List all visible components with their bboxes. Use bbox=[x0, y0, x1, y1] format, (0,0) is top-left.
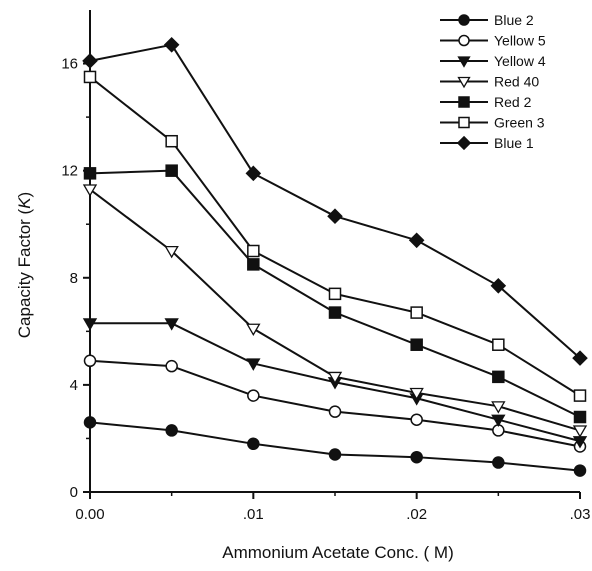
data-point-blue-2 bbox=[83, 416, 97, 429]
series-red-40 bbox=[82, 184, 588, 438]
legend-item-green-3: Green 3 bbox=[440, 115, 545, 131]
legend-item-blue-2: Blue 2 bbox=[440, 12, 534, 28]
legend-marker-green-3 bbox=[458, 116, 470, 129]
data-point-blue-2 bbox=[410, 450, 423, 464]
data-point-green-3 bbox=[492, 338, 505, 351]
series-line-blue-2 bbox=[89, 421, 581, 472]
data-point-blue-2 bbox=[165, 424, 178, 437]
data-point-blue-1 bbox=[490, 278, 507, 294]
y-tick-label: 0 bbox=[70, 484, 78, 501]
data-point-yellow-5 bbox=[247, 389, 260, 402]
data-point-red-2 bbox=[410, 338, 423, 351]
data-point-red-40 bbox=[82, 184, 98, 197]
series-green-3 bbox=[83, 70, 587, 402]
legend-marker-yellow-4 bbox=[457, 56, 471, 68]
axes: 0 4 8 12 16 0.00 .01 .02 .03 bbox=[61, 10, 590, 523]
data-point-blue-1 bbox=[408, 232, 425, 249]
data-point-red-40 bbox=[327, 371, 343, 385]
legend-label-green-3: Green 3 bbox=[494, 115, 545, 131]
legend-item-red-40: Red 40 bbox=[440, 74, 539, 90]
y-tick-label: 8 bbox=[70, 270, 78, 287]
data-point-blue-1 bbox=[245, 165, 262, 182]
data-point-yellow-5 bbox=[83, 354, 97, 368]
series-blue-2 bbox=[83, 416, 587, 477]
x-tick-label: .02 bbox=[406, 506, 427, 523]
x-tick-label: 0.00 bbox=[75, 506, 104, 523]
data-point-red-40 bbox=[246, 323, 261, 337]
y-axis-title-prefix: Capacity Factor ( bbox=[15, 208, 34, 338]
y-tick-label: 4 bbox=[70, 377, 78, 394]
data-point-green-3 bbox=[410, 306, 423, 319]
data-point-yellow-5 bbox=[410, 413, 423, 426]
data-point-red-40 bbox=[491, 401, 506, 414]
data-point-red-2 bbox=[492, 370, 505, 384]
y-axis-title: Capacity Factor (K) bbox=[15, 192, 34, 338]
legend-marker-blue-1 bbox=[456, 135, 472, 151]
legend-item-blue-1: Blue 1 bbox=[440, 135, 534, 151]
legend-item-red-2: Red 2 bbox=[440, 94, 532, 110]
series-yellow-5 bbox=[83, 354, 587, 453]
legend-label-blue-2: Blue 2 bbox=[494, 12, 534, 28]
series-layer bbox=[82, 37, 588, 477]
series-blue-1 bbox=[82, 37, 588, 366]
legend-marker-blue-2 bbox=[458, 14, 470, 26]
data-point-green-3 bbox=[83, 70, 97, 84]
data-point-yellow-5 bbox=[165, 359, 178, 373]
data-point-yellow-4 bbox=[164, 318, 179, 331]
legend: Blue 2 Yellow 5 Yellow 4 Red 40 Red 2 Green 3… bbox=[440, 12, 546, 151]
data-point-red-2 bbox=[328, 306, 342, 319]
data-point-blue-2 bbox=[247, 437, 260, 451]
data-point-red-40 bbox=[409, 387, 424, 401]
data-point-red-2 bbox=[573, 410, 587, 424]
x-tick-label: .03 bbox=[570, 506, 591, 523]
data-point-red-2 bbox=[165, 164, 178, 177]
data-point-blue-1 bbox=[572, 350, 588, 366]
data-point-green-3 bbox=[328, 287, 342, 301]
series-red-2 bbox=[83, 164, 587, 424]
legend-label-red-2: Red 2 bbox=[494, 94, 532, 110]
legend-label-yellow-4: Yellow 4 bbox=[494, 53, 546, 69]
legend-marker-red-2 bbox=[458, 96, 470, 108]
data-point-yellow-5 bbox=[328, 405, 342, 418]
data-point-yellow-4 bbox=[491, 414, 506, 428]
y-axis-title-symbol: K bbox=[15, 197, 34, 209]
y-axis-title-suffix: ) bbox=[15, 192, 34, 198]
data-point-blue-1 bbox=[82, 53, 98, 69]
data-point-blue-2 bbox=[492, 456, 505, 469]
data-point-yellow-4 bbox=[82, 318, 98, 331]
x-tick-label: .01 bbox=[243, 506, 264, 523]
legend-label-blue-1: Blue 1 bbox=[494, 135, 534, 151]
data-point-blue-1 bbox=[163, 37, 180, 53]
data-point-red-2 bbox=[83, 167, 97, 180]
y-tick-label: 12 bbox=[61, 163, 78, 180]
data-point-yellow-4 bbox=[246, 358, 261, 371]
legend-marker-yellow-5 bbox=[458, 34, 470, 47]
y-tick-label: 16 bbox=[61, 56, 78, 73]
data-point-green-3 bbox=[247, 244, 260, 258]
data-point-blue-2 bbox=[328, 448, 342, 461]
data-point-green-3 bbox=[573, 389, 587, 402]
legend-label-yellow-5: Yellow 5 bbox=[494, 33, 546, 49]
data-point-red-2 bbox=[247, 258, 260, 271]
legend-marker-red-40 bbox=[457, 76, 471, 89]
data-point-red-40 bbox=[164, 245, 179, 259]
legend-label-red-40: Red 40 bbox=[494, 74, 539, 90]
data-point-red-40 bbox=[572, 425, 588, 438]
data-point-blue-2 bbox=[573, 464, 587, 477]
legend-item-yellow-5: Yellow 5 bbox=[440, 33, 546, 49]
data-point-blue-1 bbox=[327, 208, 343, 224]
x-axis-title: Ammonium Acetate Conc. ( M) bbox=[222, 543, 453, 562]
data-point-green-3 bbox=[165, 134, 178, 148]
legend-item-yellow-4: Yellow 4 bbox=[440, 53, 546, 69]
